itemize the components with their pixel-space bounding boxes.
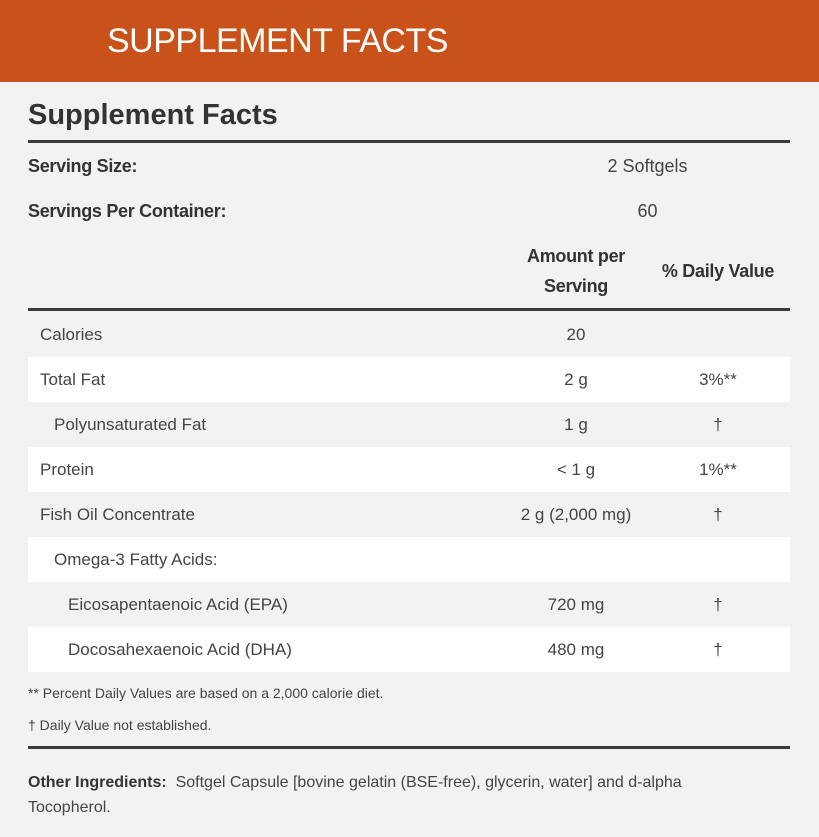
page-title: Supplement Facts xyxy=(28,99,278,131)
other-ingredients-label: Other Ingredients: xyxy=(28,774,167,791)
nutrient-amount: 720 mg xyxy=(547,595,605,614)
divider xyxy=(28,140,790,143)
table-row: Docosahexaenoic Acid (DHA) 480 mg † xyxy=(28,627,790,672)
nutrient-amount: 1 g xyxy=(564,415,588,434)
divider xyxy=(28,308,790,311)
nutrient-dv: † xyxy=(713,415,723,434)
nutrient-name: Polyunsaturated Fat xyxy=(54,415,207,434)
other-ingredients-text: Softgel Capsule [bovine gelatin (BSE-fre… xyxy=(28,774,682,816)
serving-size-label: Serving Size: xyxy=(28,156,138,176)
nutrient-name: Total Fat xyxy=(40,370,106,389)
nutrient-name: Fish Oil Concentrate xyxy=(40,505,195,524)
table-row: Omega-3 Fatty Acids: xyxy=(28,537,790,582)
nutrient-dv: † xyxy=(713,595,723,614)
dv-header: % Daily Value xyxy=(661,261,775,281)
serving-size-value: 2 Softgels xyxy=(607,156,688,176)
nutrient-dv: 1%** xyxy=(699,460,737,479)
nutrient-name: Docosahexaenoic Acid (DHA) xyxy=(68,640,292,659)
nutrient-name: Eicosapentaenoic Acid (EPA) xyxy=(68,595,288,614)
nutrient-name: Protein xyxy=(40,460,94,479)
table-row: Total Fat 2 g 3%** xyxy=(28,357,790,402)
table-row: Calories 20 xyxy=(28,312,790,357)
header-banner: SUPPLEMENT FACTS xyxy=(0,0,819,82)
amount-header-line1: Amount per xyxy=(527,246,625,266)
nutrient-dv: † xyxy=(713,505,723,524)
servings-label: Servings Per Container: xyxy=(28,201,227,221)
footnote-dv: ** Percent Daily Values are based on a 2… xyxy=(28,685,384,701)
table-row: Protein < 1 g 1%** xyxy=(28,447,790,492)
divider xyxy=(28,746,790,749)
nutrient-amount: 480 mg xyxy=(547,640,605,659)
nutrient-name: Omega-3 Fatty Acids: xyxy=(54,550,218,569)
nutrient-dv: 3%** xyxy=(699,370,737,389)
table-row: Polyunsaturated Fat 1 g † xyxy=(28,402,790,447)
nutrient-amount: < 1 g xyxy=(556,460,596,479)
nutrient-amount: 2 g xyxy=(564,370,588,389)
other-ingredients: Other Ingredients: Softgel Capsule [bovi… xyxy=(28,770,748,820)
footnote-dagger: † Daily Value not established. xyxy=(28,717,212,733)
nutrient-amount: 2 g (2,000 mg) xyxy=(520,505,632,524)
servings-value: 60 xyxy=(637,201,658,221)
amount-header-line2: Serving xyxy=(544,276,608,296)
amount-header: Amount per Serving xyxy=(498,241,654,301)
banner-title: SUPPLEMENT FACTS xyxy=(107,22,448,60)
nutrient-dv: † xyxy=(713,640,723,659)
nutrient-amount: 20 xyxy=(566,325,586,344)
table-row: Fish Oil Concentrate 2 g (2,000 mg) † xyxy=(28,492,790,537)
nutrient-name: Calories xyxy=(40,325,103,344)
table-row: Eicosapentaenoic Acid (EPA) 720 mg † xyxy=(28,582,790,627)
